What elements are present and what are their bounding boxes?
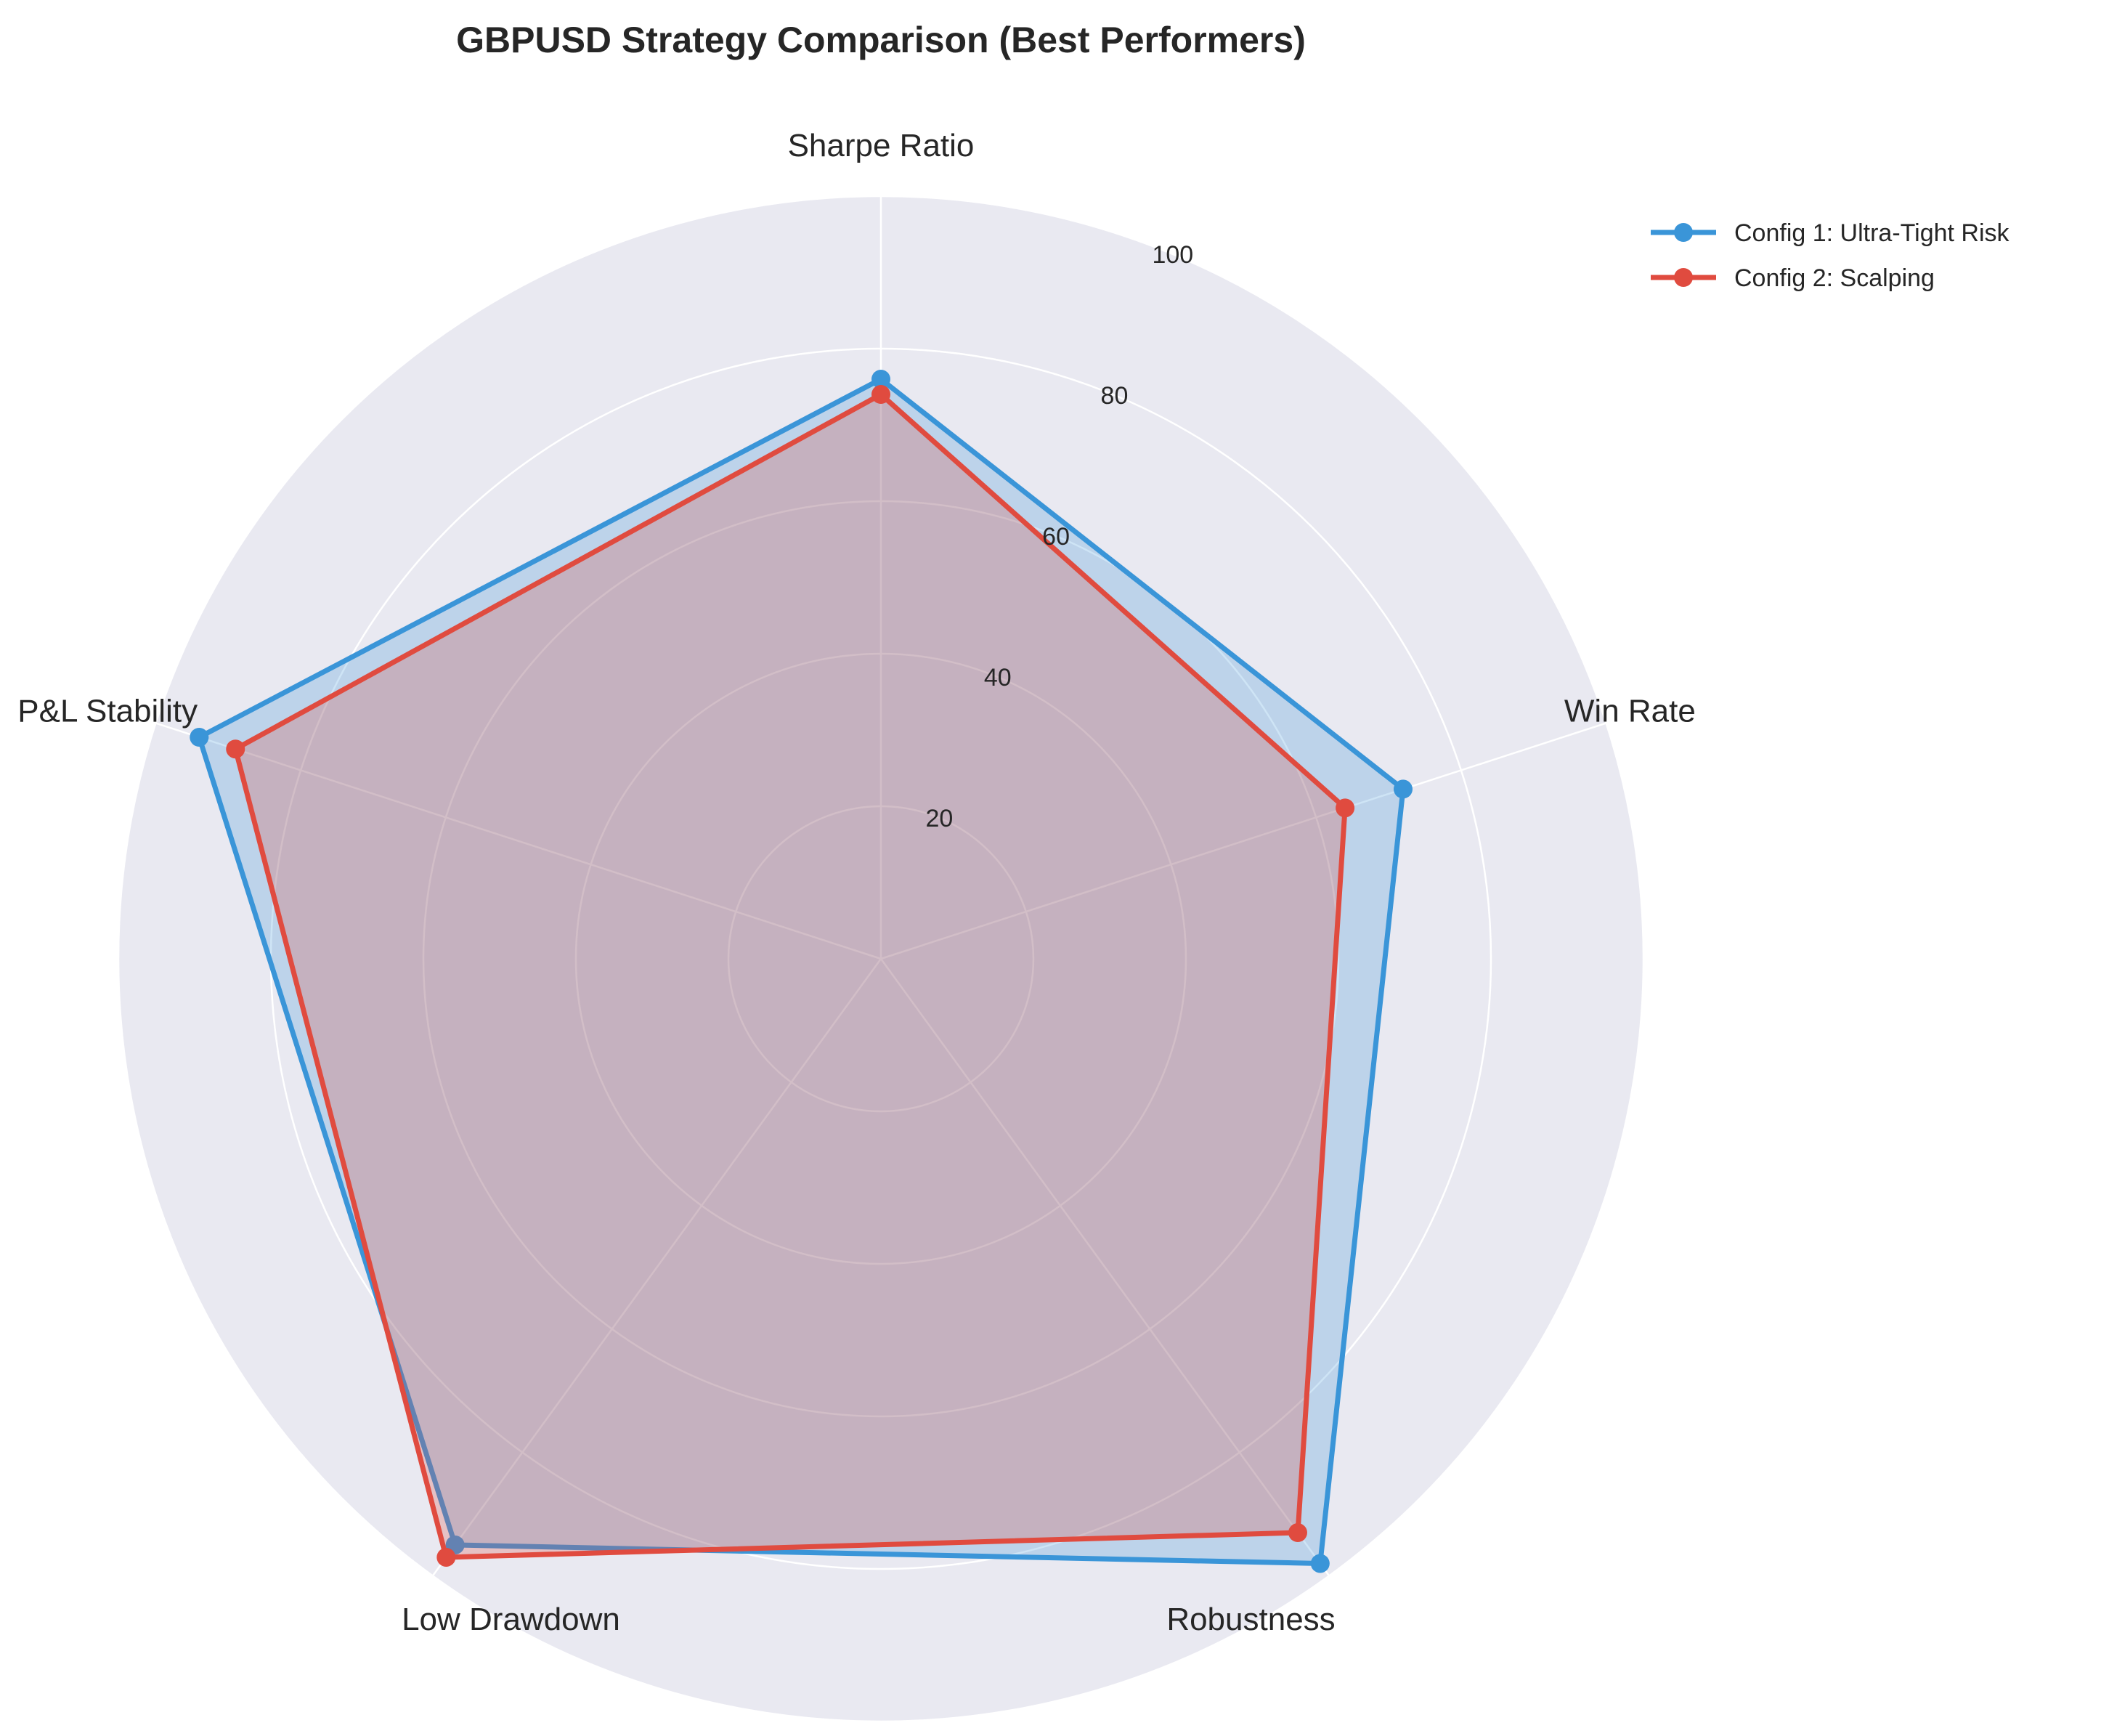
chart-title: GBPUSD Strategy Comparison (Best Perform… xyxy=(456,20,1306,60)
series-layer xyxy=(190,370,1413,1573)
series-2-fill xyxy=(235,394,1346,1557)
radial-tick-labels: 20 40 60 80 100 xyxy=(925,241,1193,832)
legend-marker-1 xyxy=(1674,223,1693,242)
axis-label-robustness: Robustness xyxy=(1166,1602,1335,1637)
series-1-point-pandl-stability xyxy=(190,728,209,747)
series-1-fill xyxy=(199,379,1403,1564)
legend-label-2: Config 2: Scalping xyxy=(1734,264,1935,292)
spoke-win-rate xyxy=(880,722,1606,960)
legend-marker-2 xyxy=(1674,268,1693,287)
radial-tick-label-60: 60 xyxy=(1042,523,1070,551)
radial-tick-label-80: 80 xyxy=(1101,382,1129,410)
spoke-robustness xyxy=(879,958,1330,1577)
radial-tick-label-40: 40 xyxy=(984,664,1012,691)
series-2-point-sharpe-ratio xyxy=(871,385,890,404)
axis-label-win-rate: Win Rate xyxy=(1564,694,1696,729)
series-2-line xyxy=(232,392,1348,1560)
spoke-low-drawdown xyxy=(431,958,882,1577)
series-2-point-pandl-stability xyxy=(226,739,245,759)
series-2-point-low-drawdown xyxy=(436,1547,456,1567)
series-2-point-win-rate xyxy=(1336,798,1355,818)
spoke-pandl-stability xyxy=(155,722,882,960)
axis-labels: Sharpe Ratio Win Rate Robustness Low Drawdo… xyxy=(17,128,1696,1637)
series-2-point-robustness xyxy=(1288,1523,1307,1543)
legend: Config 1: Ultra-Tight Risk Config 2: Scal… xyxy=(1651,219,2010,292)
radial-tick-label-20: 20 xyxy=(925,805,953,832)
series-1-point-sharpe-ratio xyxy=(871,370,890,389)
axis-label-pandl-stability: P&L Stability xyxy=(17,694,198,729)
legend-label-1: Config 1: Ultra-Tight Risk xyxy=(1734,219,2010,247)
series-1-point-robustness xyxy=(1310,1554,1330,1573)
axis-label-low-drawdown: Low Drawdown xyxy=(402,1602,620,1637)
series-1-point-win-rate xyxy=(1393,779,1413,799)
grid-spokes xyxy=(155,196,1606,1577)
radial-tick-label-100: 100 xyxy=(1152,241,1193,269)
series-1-line xyxy=(196,376,1406,1566)
axis-label-sharpe-ratio: Sharpe Ratio xyxy=(788,128,975,163)
